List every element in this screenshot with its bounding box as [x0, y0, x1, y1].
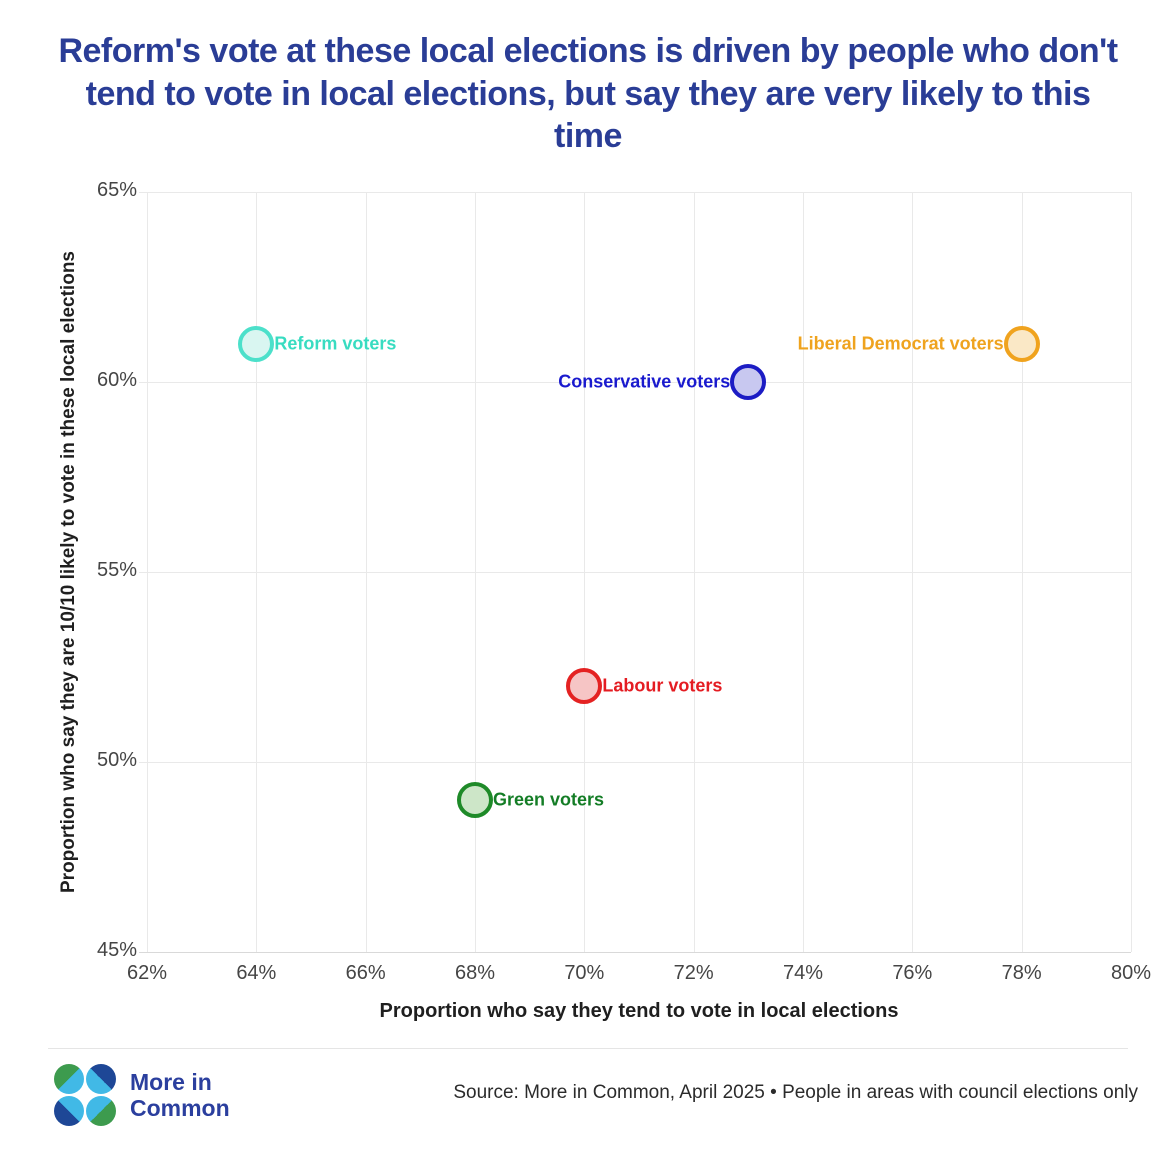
- logo-wordmark: More in Common: [130, 1069, 230, 1122]
- x-axis-ticks: 62% 64% 66% 68% 70% 72% 74% 76% 78% 80%: [127, 962, 1151, 988]
- more-in-common-logo-icon: [54, 1064, 116, 1126]
- x-tick-label-62: 62%: [126, 962, 168, 984]
- x-tick-label-80: 80%: [1110, 962, 1152, 984]
- logo-petal-bottom-left: [54, 1096, 84, 1126]
- point-labour-voters: Labour voters: [566, 667, 722, 704]
- plot-area: Reform voters Conservative voters Liberal …: [139, 192, 1132, 953]
- x-tick-label-64: 64%: [236, 962, 277, 984]
- gridline-x-80: [1131, 192, 1132, 952]
- point-label-liberal-democrat-voters: Liberal Democrat voters: [797, 333, 1004, 354]
- x-axis-title: Proportion who say they tend to vote in …: [379, 1000, 899, 1022]
- y-tick-label-50: 50%: [96, 749, 137, 771]
- y-axis-ticks: 65% 60% 55% 50% 45%: [55, 179, 137, 961]
- x-tick-label-72: 72%: [673, 962, 714, 984]
- y-tick-label-45: 45%: [96, 939, 137, 961]
- y-tick-label-60: 60%: [96, 369, 137, 391]
- x-tick-label-76: 76%: [892, 962, 933, 984]
- point-reform-voters: Reform voters: [238, 326, 396, 362]
- x-tick-label-70: 70%: [564, 962, 605, 984]
- point-conservative-voters: Conservative voters: [558, 364, 767, 400]
- gridline-y-50: [139, 762, 1131, 763]
- point-label-labour-voters: Labour voters: [602, 675, 723, 696]
- logo-petal-top-right: [86, 1064, 116, 1094]
- more-in-common-logo: More in Common: [54, 1064, 230, 1126]
- x-tick-label-74: 74%: [782, 962, 824, 984]
- chart-title: Reform's vote at these local elections i…: [58, 32, 1118, 155]
- x-tick-label-68: 68%: [454, 962, 496, 984]
- logo-petal-top-left: [54, 1064, 84, 1094]
- footer-divider: [48, 1048, 1128, 1049]
- point-label-reform-voters: Reform voters: [274, 333, 397, 354]
- logo-petal-bottom-right: [86, 1096, 116, 1126]
- logo-wordmark-line2: Common: [130, 1095, 230, 1121]
- y-tick-label-55: 55%: [96, 559, 137, 581]
- gridline-y-60: [139, 382, 1131, 383]
- x-tick-label-78: 78%: [1001, 962, 1042, 984]
- y-tick-label-65: 65%: [96, 179, 137, 201]
- gridline-y-55: [139, 572, 1131, 573]
- point-label-green-voters: Green voters: [492, 789, 605, 810]
- point-green-voters: Green voters: [456, 782, 604, 818]
- logo-wordmark-line1: More in: [130, 1068, 212, 1095]
- gridline-y-45: [139, 952, 1131, 953]
- gridline-y-65: [139, 192, 1131, 193]
- source-note: Source: More in Common, April 2025 • Peo…: [453, 1082, 1138, 1103]
- point-label-conservative-voters: Conservative voters: [558, 371, 731, 392]
- x-tick-label-66: 66%: [345, 962, 386, 984]
- point-liberal-democrat-voters: Liberal Democrat voters: [798, 326, 1040, 362]
